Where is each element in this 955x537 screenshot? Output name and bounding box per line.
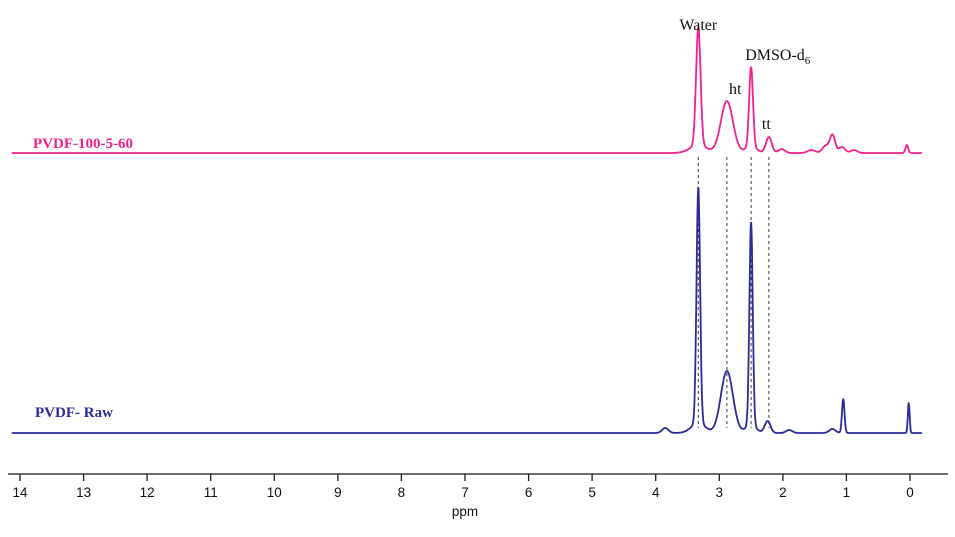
x-tick-label: 13 bbox=[76, 485, 91, 500]
x-tick-label: 5 bbox=[588, 485, 596, 500]
x-tick-label: 2 bbox=[779, 485, 787, 500]
annotation-dmso-d6: DMSO-d6 bbox=[745, 47, 810, 67]
annotation-tt-text: tt bbox=[761, 116, 771, 133]
annotation-tt: tt bbox=[762, 116, 771, 134]
x-tick-label: 14 bbox=[12, 485, 28, 500]
annotation-dmso-text: DMSO-d bbox=[745, 47, 805, 64]
x-tick-label: 0 bbox=[906, 485, 914, 500]
annotation-dmso-subscript: 6 bbox=[804, 55, 811, 68]
trace-pvdf-raw bbox=[11, 186, 923, 434]
annotation-water: Water bbox=[679, 17, 717, 35]
x-tick-label: 9 bbox=[334, 485, 342, 500]
annotation-ht-text: ht bbox=[728, 81, 742, 98]
x-tick-label: 6 bbox=[525, 485, 533, 500]
x-axis-title: ppm bbox=[451, 504, 479, 519]
x-tick-label: 3 bbox=[716, 485, 724, 500]
spectra-traces bbox=[11, 26, 923, 434]
x-axis: 14 13 12 11 10 9 8 7 6 5 4 3 2 1 0 bbox=[8, 473, 948, 500]
x-tick-label: 11 bbox=[204, 485, 218, 500]
annotation-ht: ht bbox=[729, 81, 741, 99]
series-label-pvdf-raw: PVDF- Raw bbox=[35, 405, 113, 421]
trace-pvdf-100-5-60 bbox=[11, 26, 923, 154]
x-tick-label: 8 bbox=[398, 485, 406, 500]
x-tick-label: 12 bbox=[140, 485, 155, 500]
x-tick-label: 10 bbox=[267, 485, 282, 500]
x-tick-label: 1 bbox=[843, 485, 851, 500]
x-tick-label: 4 bbox=[652, 485, 660, 500]
x-tick-label: 7 bbox=[461, 485, 469, 500]
series-label-pvdf-100-5-60: PVDF-100-5-60 bbox=[33, 136, 133, 152]
peak-guide-lines bbox=[697, 157, 770, 428]
annotation-water-text: Water bbox=[679, 17, 718, 34]
